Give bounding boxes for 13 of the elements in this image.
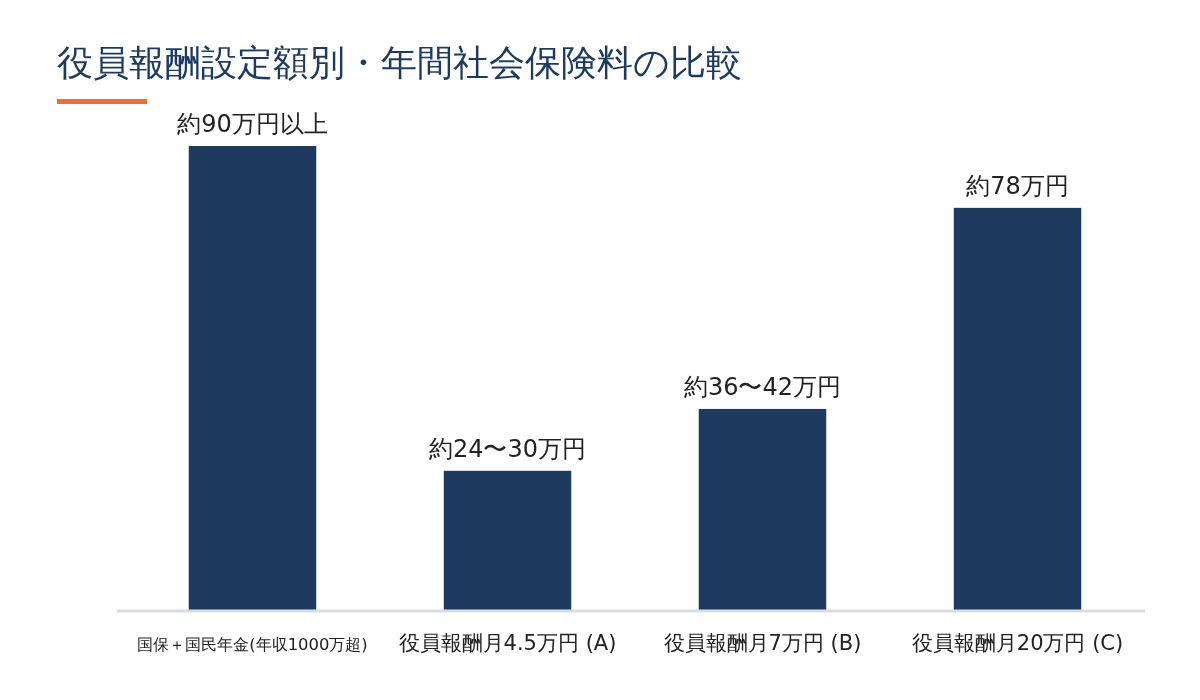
data-label: 約24〜30万円 <box>428 434 587 463</box>
x-tick-label: 国保＋国民年金(年収1000万超) <box>137 635 368 654</box>
bar <box>443 470 572 610</box>
data-label: 約36〜42万円 <box>683 372 842 401</box>
chart-title: 役員報酬設定額別・年間社会保険料の比較 <box>57 42 742 83</box>
x-tick-label: 役員報酬月7万円 (B) <box>663 631 862 655</box>
data-label: 約78万円 <box>966 171 1069 200</box>
bar <box>698 408 827 610</box>
x-tick-label: 役員報酬月4.5万円 (A) <box>398 631 617 655</box>
x-tick-label: 役員報酬月20万円 (C) <box>911 631 1124 655</box>
bar <box>953 207 1082 610</box>
bar <box>188 146 317 610</box>
data-label: 約90万円以上 <box>177 110 328 138</box>
